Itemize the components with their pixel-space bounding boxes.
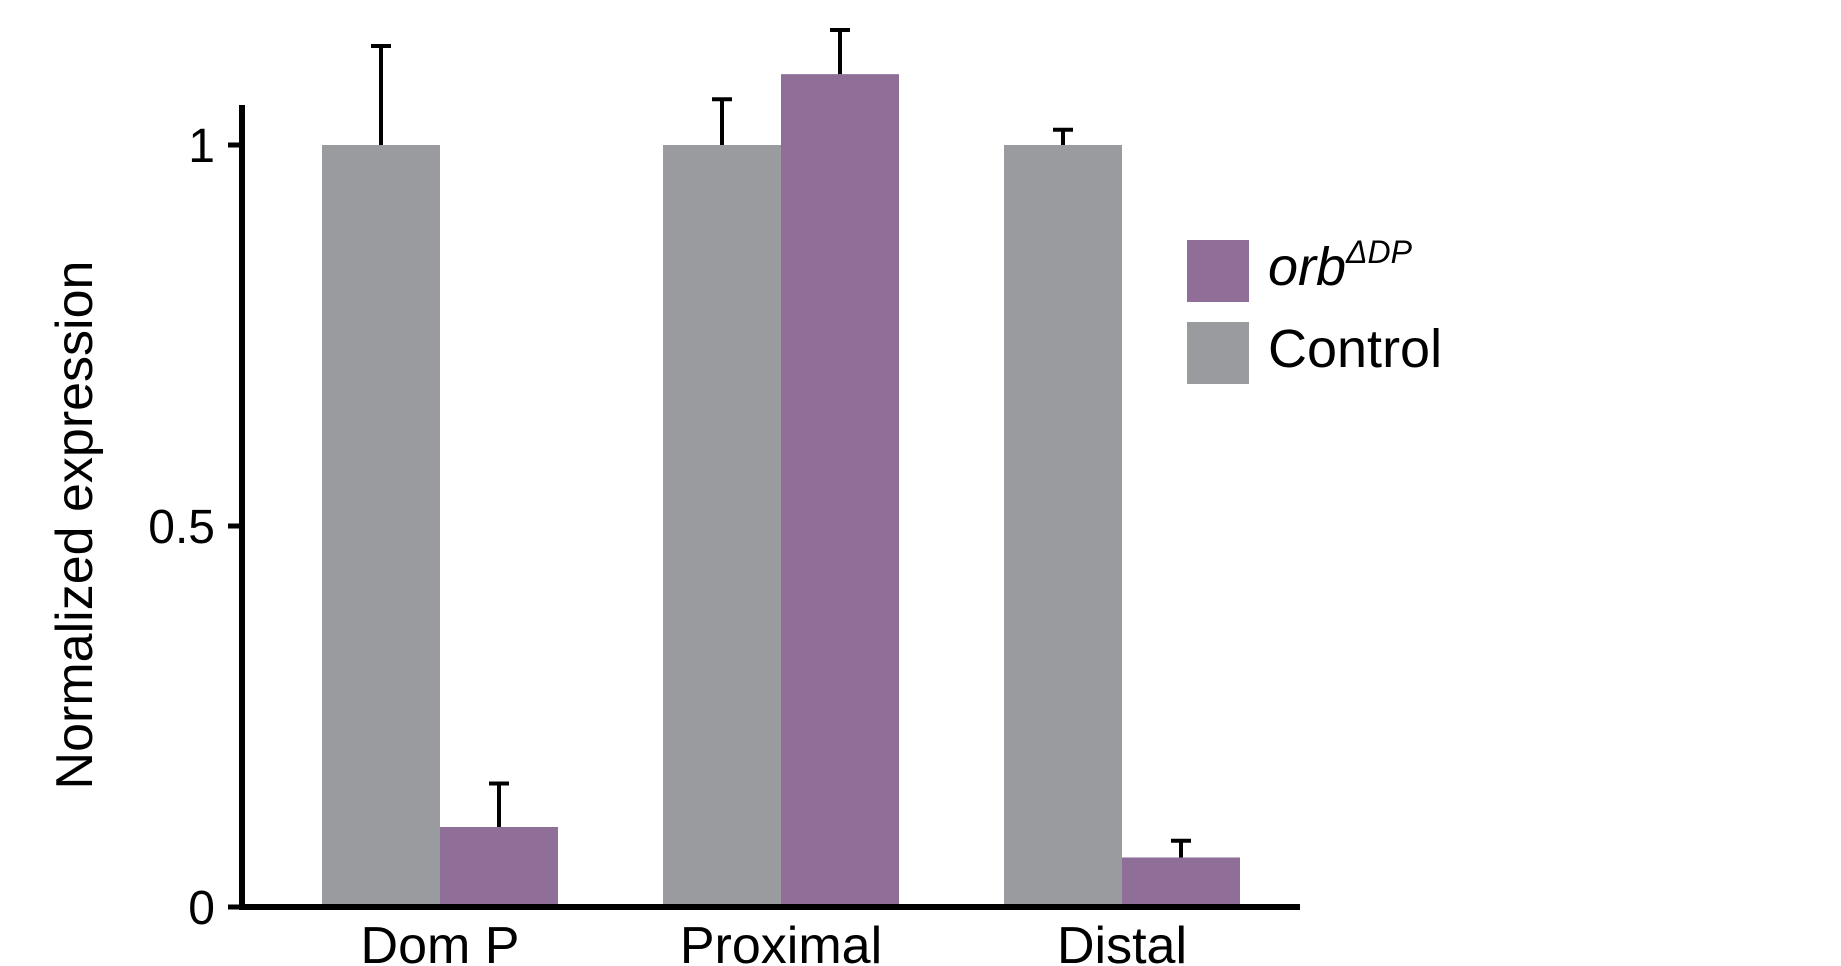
legend-label-control: Control (1268, 319, 1442, 379)
legend-label-orb: orbΔDP (1268, 234, 1413, 297)
bar-proximal-orb (781, 74, 899, 907)
bar-dom-p-control (322, 145, 440, 907)
x-tick-label-dom-p: Dom P (361, 917, 520, 966)
legend-swatch-orb (1187, 240, 1249, 302)
legend-swatch-control (1187, 322, 1249, 384)
y-axis-title: Normalized expression (46, 261, 104, 790)
bar-dom-p-orb (440, 826, 558, 907)
y-tick-label-0: 0 (188, 882, 215, 935)
x-tick-label-proximal: Proximal (680, 917, 882, 966)
x-categories-layer: Dom P Proximal Distal (361, 917, 1187, 966)
y-tick-label-1: 1 (188, 120, 215, 173)
x-tick-label-distal: Distal (1057, 917, 1187, 966)
legend: orbΔDP Control (1187, 234, 1442, 384)
legend-label-orb-superscript: ΔDP (1345, 234, 1413, 270)
y-ticks-layer: 00.51 (148, 120, 242, 935)
bar-proximal-control (663, 145, 781, 907)
bar-distal-orb (1122, 857, 1240, 907)
bars-layer (322, 74, 1240, 907)
bar-distal-control (1004, 145, 1122, 907)
y-tick-label-0-5: 0.5 (148, 501, 215, 554)
legend-label-orb-name: orb (1268, 237, 1346, 297)
error-bars-layer (371, 27, 1191, 858)
